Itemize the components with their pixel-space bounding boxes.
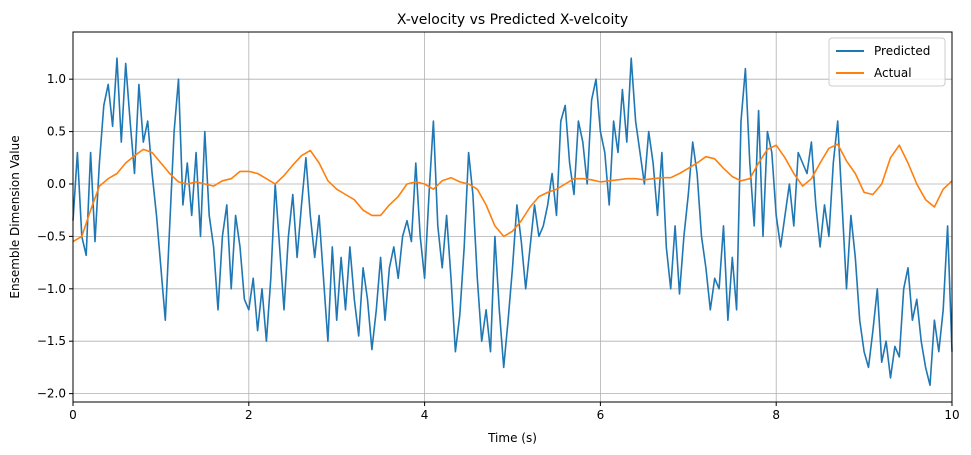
y-tick-label: 0.5	[47, 125, 66, 139]
x-tick-label: 0	[69, 408, 77, 422]
grid-lines	[72, 32, 953, 402]
y-axis: 1.0 0.5 0.0 −0.5 −1.0 −1.5 −2.0	[37, 72, 73, 401]
axes-frame	[72, 31, 953, 403]
x-tick-label: 6	[597, 408, 605, 422]
legend-label-actual: Actual	[874, 66, 912, 80]
y-tick-label: −2.0	[37, 387, 66, 401]
legend-label-predicted: Predicted	[874, 44, 930, 58]
chart-title: X-velocity vs Predicted X-velcoity	[397, 12, 628, 28]
plot-area	[72, 57, 953, 386]
y-tick-label: −1.5	[37, 334, 66, 348]
x-tick-label: 4	[421, 408, 429, 422]
y-tick-label: −1.0	[37, 282, 66, 296]
y-tick-label: 1.0	[47, 72, 66, 86]
series-line-predicted	[72, 57, 953, 386]
y-tick-label: 0.0	[47, 177, 66, 191]
x-tick-label: 2	[245, 408, 253, 422]
y-tick-label: −0.5	[37, 229, 66, 243]
x-axis: 0 2 4 6 8 10	[69, 402, 960, 422]
legend: Predicted Actual	[828, 37, 946, 87]
series-line-actual	[72, 143, 953, 243]
x-tick-label: 10	[944, 408, 959, 422]
y-axis-label: Ensemble Dimension Value	[8, 135, 22, 298]
x-tick-label: 8	[772, 408, 780, 422]
x-axis-label: Time (s)	[487, 431, 537, 445]
